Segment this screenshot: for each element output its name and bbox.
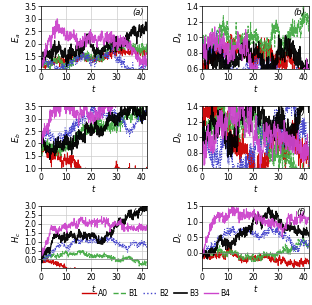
Y-axis label: $E_b$: $E_b$ xyxy=(10,132,23,143)
Text: (d): (d) xyxy=(294,108,306,117)
Y-axis label: $D_b$: $D_b$ xyxy=(172,131,185,143)
Legend: A0, B1, B2, B3, B4: A0, B1, B2, B3, B4 xyxy=(79,286,233,301)
Text: (f): (f) xyxy=(296,208,306,217)
Y-axis label: $H_c$: $H_c$ xyxy=(10,231,23,243)
Y-axis label: $D_c$: $D_c$ xyxy=(172,231,185,243)
X-axis label: $t$: $t$ xyxy=(253,83,258,94)
X-axis label: $t$: $t$ xyxy=(253,183,258,194)
X-axis label: $t$: $t$ xyxy=(253,283,258,294)
Y-axis label: $E_a$: $E_a$ xyxy=(10,32,23,43)
X-axis label: $t$: $t$ xyxy=(91,283,97,294)
Y-axis label: $D_a$: $D_a$ xyxy=(172,31,185,43)
Text: (b): (b) xyxy=(294,8,306,17)
Text: (c): (c) xyxy=(133,108,144,117)
X-axis label: $t$: $t$ xyxy=(91,183,97,194)
Text: (e): (e) xyxy=(132,208,144,217)
X-axis label: $t$: $t$ xyxy=(91,83,97,94)
Text: (a): (a) xyxy=(132,8,144,17)
